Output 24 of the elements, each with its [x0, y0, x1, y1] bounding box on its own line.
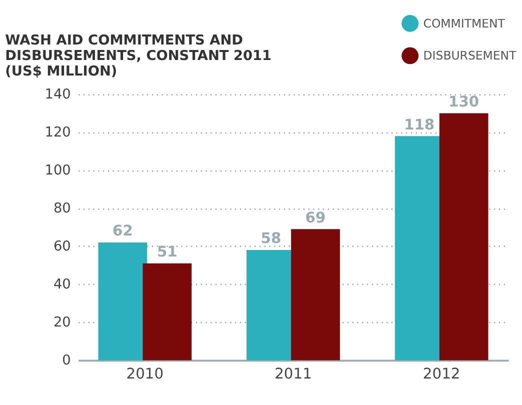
- y-tick-label: 120: [44, 124, 71, 141]
- y-tick-label: 60: [53, 238, 71, 255]
- data-label: 69: [305, 209, 326, 226]
- bar: [291, 229, 340, 360]
- chart-title: WASH AID COMMITMENTS AND DISBURSEMENTS, CONSTANT 2011 (US$ MILLION): [5, 32, 272, 80]
- y-tick-label: 140: [44, 86, 71, 103]
- y-tick-label: 100: [44, 162, 71, 179]
- x-tick-label: 2012: [422, 365, 460, 382]
- bar: [98, 242, 148, 360]
- y-tick-label: 20: [53, 314, 71, 331]
- legend-label: DISBURSEMENT: [423, 48, 518, 63]
- y-tick-label: 80: [53, 200, 71, 217]
- y-tick-label: 40: [53, 276, 71, 293]
- data-label: 118: [404, 116, 435, 134]
- bar: [439, 113, 488, 360]
- bar: [142, 263, 192, 360]
- data-label: 130: [448, 93, 480, 110]
- y-tick-label: 0: [62, 352, 71, 369]
- x-tick-label: 2011: [274, 365, 312, 382]
- data-label: 51: [156, 244, 178, 260]
- legend-label: COMMITMENT: [423, 16, 506, 30]
- data-label: 62: [112, 222, 133, 240]
- x-tick-label: 2010: [126, 365, 164, 382]
- data-label: 58: [260, 230, 282, 248]
